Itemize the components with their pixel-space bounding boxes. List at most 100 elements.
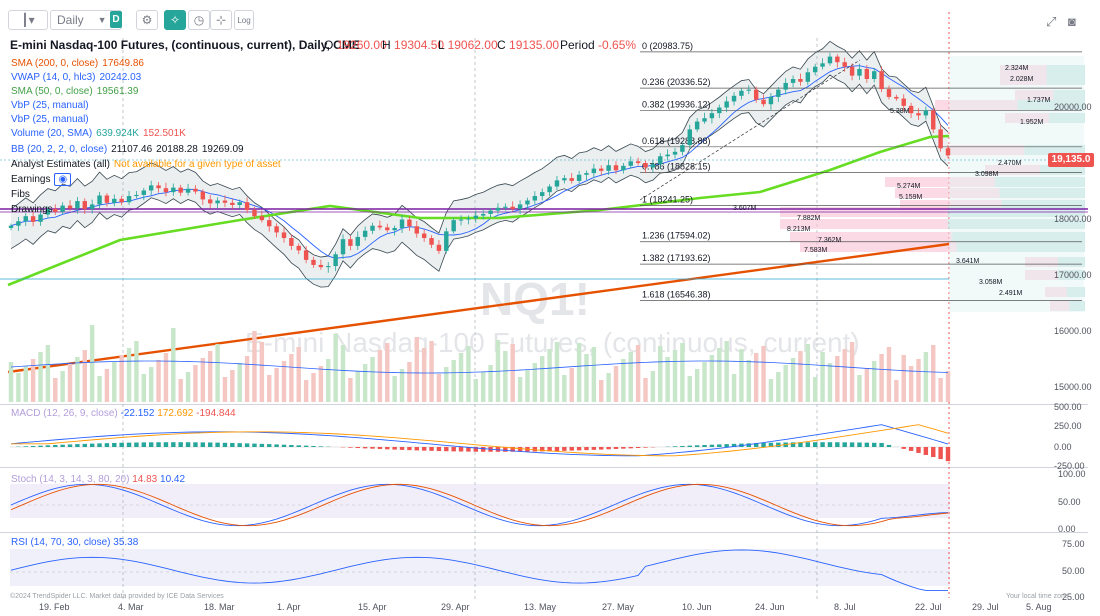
current-price-badge: 19,135.0 [1048, 153, 1094, 167]
candle-body [613, 165, 619, 171]
candle-body [547, 186, 552, 193]
macd-histogram-bar [562, 447, 567, 451]
candle-body [466, 218, 471, 220]
macd-histogram-bar [244, 443, 250, 447]
candle-body [510, 206, 515, 209]
volume-bar [525, 370, 530, 402]
legend-fibs[interactable]: Fibs [11, 189, 30, 200]
log-scale-button[interactable]: Log [234, 10, 254, 30]
candle-body [835, 56, 840, 63]
macd-histogram-bar [89, 443, 95, 447]
stoch-band [10, 484, 950, 518]
macd-histogram-bar [812, 442, 818, 447]
volume-bar [289, 354, 294, 402]
macd-histogram-bar [643, 447, 648, 448]
macd-histogram-bar [311, 445, 316, 447]
volume-bar [812, 377, 818, 402]
volume-profile-bar [1069, 301, 1085, 311]
volume-bar [67, 364, 73, 402]
candle-body [16, 221, 21, 226]
camera-icon[interactable]: ◙ [1068, 14, 1076, 29]
candle-body [259, 216, 265, 221]
clock-button[interactable]: ◷ [188, 10, 210, 30]
drawing-button[interactable]: ⊹ [210, 10, 232, 30]
macd-histogram-bar [584, 447, 589, 451]
volume-bar [532, 363, 538, 402]
candle-body [230, 202, 235, 205]
macd-histogram-bar [355, 447, 360, 449]
volume-bar [267, 375, 272, 402]
candle-body [340, 239, 346, 255]
indicators-button[interactable]: ✧ [164, 10, 186, 30]
interval-badge: D [110, 11, 122, 28]
rsi-legend[interactable]: RSI (14, 70, 30, close) 35.38 [11, 537, 139, 548]
macd-histogram-bar [200, 442, 206, 447]
volume-bar [798, 351, 803, 402]
volume-bar [783, 365, 788, 402]
volume-profile-bar [1046, 75, 1085, 85]
volume-profile-label: 5.159M [899, 194, 923, 201]
legend-analyst[interactable]: Analyst Estimates (all) Not available for… [11, 159, 281, 170]
candle-body [694, 121, 700, 130]
macd-histogram-bar [156, 442, 161, 447]
volume-profile-bar [1017, 100, 1085, 110]
volume-profile-label: 1.737M [1027, 97, 1051, 104]
macd-histogram-bar [805, 442, 811, 447]
legend-vwap[interactable]: VWAP (14, 0, hlc3) 20242.03 [11, 72, 142, 83]
legend-sma200[interactable]: SMA (200, 0, close) 17649.86 [11, 58, 144, 69]
volume-bar [156, 360, 161, 402]
volume-bar [894, 380, 899, 402]
volume-profile-label: 3.058M [979, 279, 1003, 286]
macd-legend[interactable]: MACD (12, 26, 9, close) -22.152 172.692 … [11, 408, 236, 419]
volume-bar [326, 359, 331, 402]
date-axis-label: 8. Jul [834, 602, 856, 612]
eye-icon[interactable]: ◉ [54, 173, 72, 186]
stoch-legend[interactable]: Stoch (14, 3, 14, 3, 80, 20) 14.83 10.42 [11, 474, 186, 485]
candle-body [178, 187, 183, 193]
chart-type-button[interactable]: ┃▾ [8, 10, 48, 30]
candle-body [370, 225, 375, 231]
volume-bar [665, 357, 670, 402]
volume-bar [311, 373, 316, 402]
candle-body [945, 148, 951, 156]
legend-vbp-1[interactable]: VbP (25, manual) [11, 100, 89, 111]
volume-bar [872, 361, 877, 402]
volume-profile-bar [1025, 270, 1058, 280]
legend-sma50[interactable]: SMA (50, 0, close) 19561.39 [11, 86, 139, 97]
timeframe-select[interactable]: Daily ▼ [50, 10, 122, 30]
volume-profile-bar [1058, 270, 1085, 280]
legend-volume[interactable]: Volume (20, SMA) 639.924K 152.501K [11, 128, 186, 139]
volume-bar [207, 351, 213, 402]
legend-drawings[interactable]: Drawings [11, 204, 53, 215]
volume-bar [112, 362, 117, 402]
price-axis-label: 17000.00 [1054, 270, 1092, 280]
candle-body [495, 207, 501, 211]
macd-histogram-bar [672, 446, 678, 447]
legend-vbp-2[interactable]: VbP (25, manual) [11, 114, 89, 125]
volume-profile-label: 3.607M [733, 205, 757, 212]
volume-bar [30, 359, 36, 402]
volume-bar [399, 369, 405, 402]
macd-histogram-bar [724, 444, 729, 447]
stoch-axis-label: 100.00 [1058, 469, 1086, 479]
settings-button[interactable]: ⚙ [136, 10, 158, 30]
candle-body [326, 266, 331, 268]
macd-histogram-bar [790, 442, 796, 447]
candle-body [525, 200, 530, 205]
volume-bar [8, 362, 14, 402]
volume-profile-label: 7.362M [818, 237, 842, 244]
legend-earnings[interactable]: Earnings ◉ [11, 173, 72, 186]
volume-profile-bar [1050, 301, 1070, 311]
legend-bb[interactable]: BB (20, 2, 2, 0, close) 21107.46 20188.28 1… [11, 144, 244, 155]
candle-body [60, 205, 65, 212]
candle-body [761, 99, 766, 105]
volume-bar [702, 362, 707, 402]
macd-histogram-bar [547, 447, 552, 452]
log-label: Log [237, 15, 251, 25]
volume-bar [407, 362, 412, 402]
volume-bar [222, 377, 228, 402]
volume-bar [576, 343, 582, 402]
macd-histogram-bar [510, 447, 515, 452]
fullscreen-icon[interactable]: ⤢ [1046, 14, 1057, 29]
